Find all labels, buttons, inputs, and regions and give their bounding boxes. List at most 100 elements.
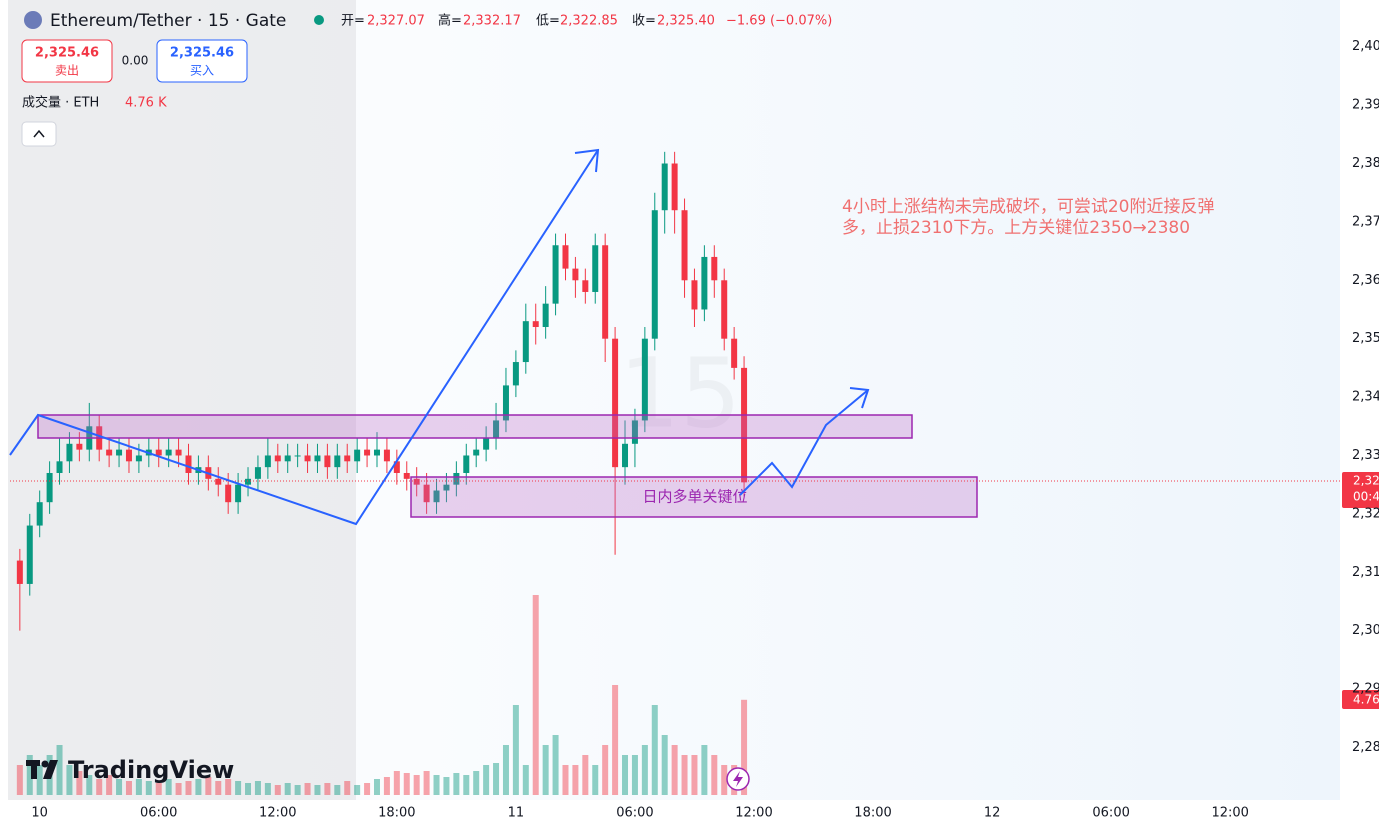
- volume-bar: [403, 773, 410, 795]
- volume-bar: [493, 763, 500, 795]
- y-tick-label: 2,360: [1352, 273, 1379, 288]
- volume-bar: [284, 783, 291, 795]
- candle-body: [483, 437, 490, 450]
- x-tick-label: 10: [31, 806, 48, 820]
- symbol-title: Ethereum/Tether · 15 · Gate: [50, 11, 286, 31]
- candle-body: [552, 245, 559, 304]
- volume-bar: [36, 765, 43, 795]
- volume-bar: [135, 779, 142, 795]
- volume-bar: [125, 781, 132, 795]
- candle-body: [225, 484, 232, 503]
- session-shade: [8, 0, 356, 800]
- sell-button[interactable]: [21, 39, 113, 83]
- candle-body: [334, 455, 341, 468]
- volume-bar: [453, 773, 460, 795]
- volume-bar: [56, 745, 63, 795]
- candle-body: [602, 245, 609, 339]
- ohlc-label: 收=: [632, 14, 656, 29]
- candle-body: [612, 338, 619, 468]
- buy-button[interactable]: [156, 39, 248, 83]
- volume-bar: [393, 771, 400, 795]
- candle-body: [304, 455, 311, 462]
- volume-bar: [344, 781, 351, 795]
- volume-bar: [691, 755, 698, 795]
- volume-bar: [175, 783, 182, 795]
- volume-bar: [324, 783, 331, 795]
- volume-bar: [671, 745, 678, 795]
- candle-body: [443, 484, 450, 491]
- candle-body: [155, 449, 162, 456]
- volume-bar: [522, 765, 529, 795]
- volume-bar: [76, 771, 83, 795]
- logo-glyph: [43, 760, 58, 779]
- x-tick-label: 12: [984, 806, 1001, 820]
- volume-tag-value: 4.76 K: [1353, 693, 1379, 707]
- candle-body: [433, 490, 440, 503]
- candle-body: [106, 449, 113, 456]
- candle-body: [631, 420, 638, 444]
- candle-body: [245, 478, 252, 485]
- candle-body: [741, 367, 748, 483]
- candle-body: [691, 280, 698, 310]
- trend-drawings: [9, 148, 870, 526]
- candle-body: [393, 461, 400, 473]
- volume-bar: [622, 755, 629, 795]
- chevron-icon: [33, 129, 45, 138]
- volume-bar: [572, 765, 579, 795]
- y-tick-label: 2,320: [1352, 506, 1379, 521]
- volume-bar: [701, 745, 708, 795]
- volume-bar: [502, 745, 509, 795]
- volume-bar: [562, 765, 569, 795]
- volume-bar: [423, 771, 430, 795]
- volume-bar: [215, 781, 222, 795]
- volume-bar: [145, 781, 152, 795]
- buy-price: 2,325.46: [170, 46, 234, 61]
- candle-body: [274, 455, 281, 462]
- candle-body: [185, 455, 192, 473]
- candle-body: [453, 472, 460, 485]
- volume-bar: [354, 785, 361, 795]
- volume-bar: [185, 781, 192, 795]
- volume-bar: [383, 777, 390, 795]
- volume-bar: [195, 779, 202, 795]
- volume-bar: [413, 775, 420, 795]
- candle-body: [175, 449, 182, 456]
- candle-body: [681, 210, 688, 281]
- candle-body: [413, 478, 420, 485]
- volume-bar: [96, 779, 103, 795]
- x-tick-label: 12:00: [259, 806, 296, 820]
- candle-body: [403, 472, 410, 479]
- candle-body: [423, 484, 430, 503]
- annotation: 多，止损2310下方。上方关键位2350→2380: [842, 218, 1190, 238]
- candle-body: [125, 449, 132, 462]
- volume-bar: [26, 755, 33, 795]
- price-axis: [1340, 0, 1379, 800]
- collapse-button[interactable]: [21, 121, 57, 147]
- ohlc-label: 高=: [438, 13, 462, 29]
- volume-bar: [612, 685, 619, 795]
- symbol-logo: [24, 11, 42, 29]
- volume-bar: [592, 765, 599, 795]
- arrow-head: [574, 148, 600, 173]
- candle-body: [562, 245, 569, 269]
- candle-body: [314, 455, 321, 462]
- projection-line: [739, 389, 869, 496]
- x-tick-label: 06:00: [616, 806, 653, 820]
- candle-body: [721, 280, 728, 339]
- price-tag-price: 2,325.40: [1353, 474, 1379, 488]
- candle-body: [26, 525, 33, 584]
- volume-bar: [16, 765, 23, 795]
- candle-body: [46, 472, 53, 503]
- volume-bar: [483, 765, 490, 795]
- y-tick-label: 2,310: [1352, 565, 1379, 580]
- candle-body: [116, 449, 123, 456]
- candle-body: [731, 338, 738, 368]
- candle-body: [264, 455, 271, 468]
- logo-glyph: [41, 760, 49, 768]
- watermark: 15: [619, 337, 741, 449]
- volume-bar: [641, 745, 648, 795]
- sell-label: 卖出: [55, 64, 79, 78]
- candle-body: [165, 449, 172, 456]
- ohlc-change: −1.69 (−0.07%): [726, 14, 832, 29]
- volume-bar: [473, 771, 480, 795]
